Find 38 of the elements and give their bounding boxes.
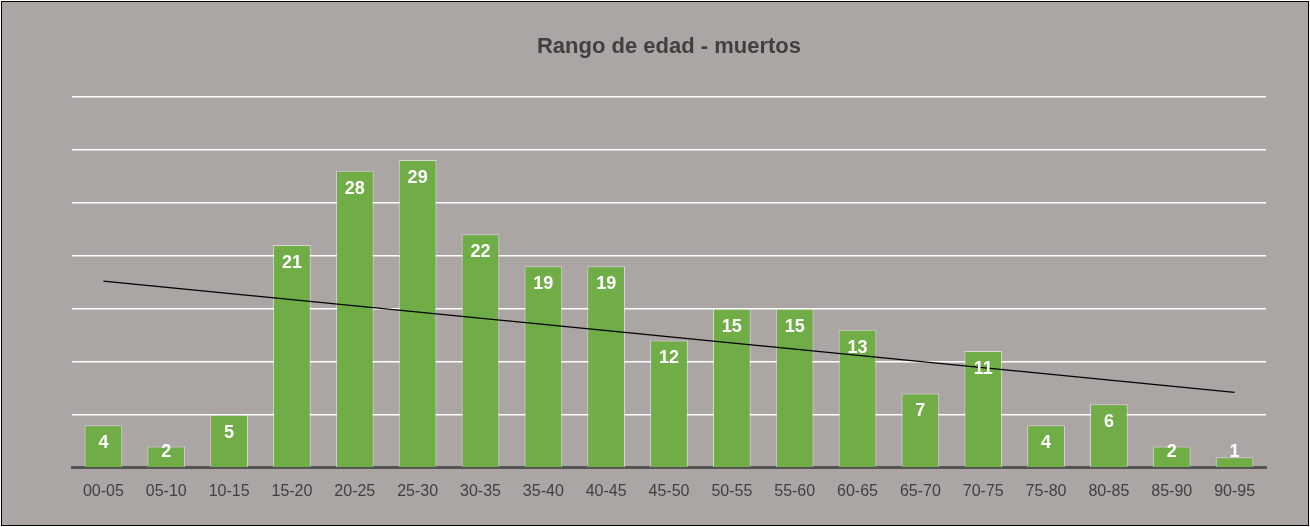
x-tick-label: 20-25 bbox=[334, 481, 376, 499]
data-label: 7 bbox=[915, 400, 926, 421]
data-label: 6 bbox=[1103, 411, 1114, 432]
x-tick-label: 35-40 bbox=[522, 481, 564, 499]
x-tick-label: 45-50 bbox=[648, 481, 690, 499]
x-tick-label: 85-90 bbox=[1151, 481, 1193, 499]
data-label: 13 bbox=[847, 336, 868, 357]
x-tick-label: 25-30 bbox=[397, 481, 439, 499]
x-tick-label: 30-35 bbox=[460, 481, 502, 499]
x-tick-label: 60-65 bbox=[837, 481, 879, 499]
data-label: 19 bbox=[533, 273, 554, 294]
x-tick-label: 90-95 bbox=[1214, 481, 1256, 499]
data-label: 4 bbox=[98, 432, 109, 453]
data-label: 29 bbox=[407, 167, 428, 188]
data-label: 15 bbox=[784, 315, 805, 336]
x-tick-label: 05-10 bbox=[145, 481, 187, 499]
x-tick-label: 70-75 bbox=[962, 481, 1004, 499]
data-label: 19 bbox=[596, 273, 617, 294]
x-tick-label: 40-45 bbox=[585, 481, 627, 499]
data-label: 1 bbox=[1229, 440, 1240, 461]
x-tick-label: 80-85 bbox=[1088, 481, 1130, 499]
chart-title: Rango de edad - muertos bbox=[536, 33, 802, 59]
x-tick-label: 65-70 bbox=[899, 481, 941, 499]
x-tick-label: 50-55 bbox=[711, 481, 753, 499]
data-label: 28 bbox=[344, 177, 365, 198]
x-tick-label: 00-05 bbox=[82, 481, 124, 499]
data-label: 2 bbox=[161, 440, 172, 461]
x-tick-label: 55-60 bbox=[774, 481, 816, 499]
data-label: 12 bbox=[658, 347, 680, 368]
data-label: 15 bbox=[721, 315, 742, 336]
x-tick-label: 10-15 bbox=[208, 481, 250, 499]
data-label: 22 bbox=[470, 241, 491, 262]
data-label: 2 bbox=[1166, 440, 1177, 461]
data-label: 5 bbox=[224, 421, 235, 442]
x-tick-label: 75-80 bbox=[1025, 481, 1067, 499]
x-tick-label: 15-20 bbox=[271, 481, 313, 499]
data-label: 21 bbox=[281, 251, 302, 272]
data-label: 4 bbox=[1041, 432, 1052, 453]
